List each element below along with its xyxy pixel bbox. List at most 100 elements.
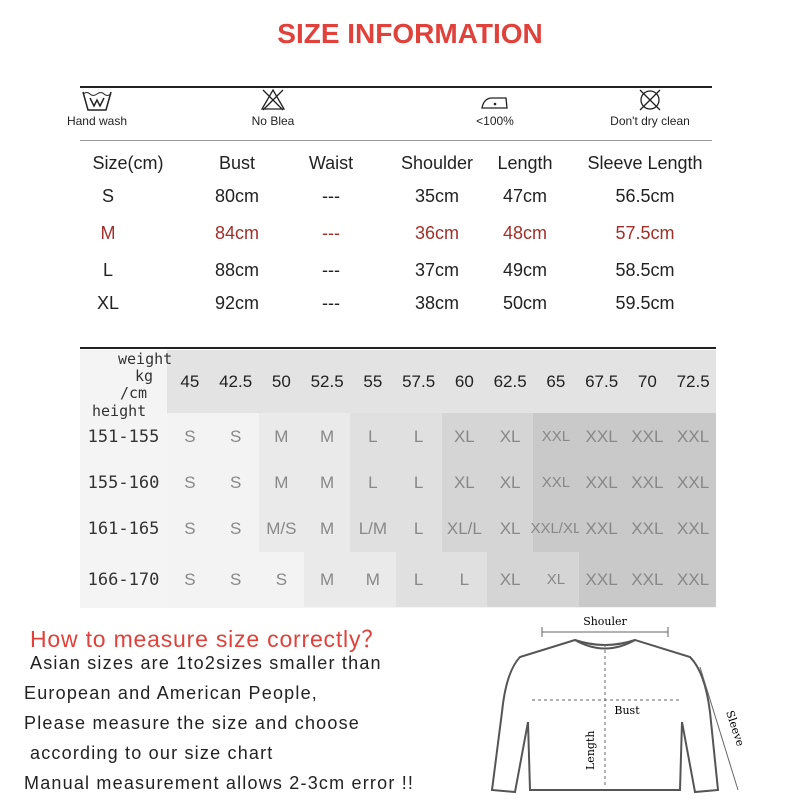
size-cell: XXL [624, 413, 671, 460]
size-cell: M [304, 552, 350, 607]
size-cell: XL [533, 552, 579, 607]
table-cell: 59.5cm [615, 293, 675, 313]
table-cell: --- [322, 223, 340, 243]
sleeve-label: Sleeve [723, 709, 747, 748]
column-header: Size(cm) [92, 153, 164, 173]
table-cell: 36cm [414, 223, 459, 243]
table-cell: --- [322, 186, 340, 206]
table-cell: 37cm [414, 260, 459, 280]
size-cell: M [350, 552, 396, 607]
column-header: Shoulder [400, 153, 474, 173]
howto-line: Please measure the size and choose [24, 713, 360, 733]
divider [80, 140, 712, 141]
size-cell: L [395, 552, 442, 607]
table-cell: 80cm [214, 186, 259, 206]
size-cell: L [441, 552, 488, 607]
size-cell: XXL [670, 552, 716, 607]
size-cell: S [258, 552, 305, 607]
care-no-bleach: No Blea [213, 88, 333, 128]
size-cell: L [395, 413, 442, 460]
table-cell: 49cm [502, 260, 547, 280]
care-label: No Blea [251, 114, 295, 128]
size-cell: M [258, 460, 305, 505]
height-label: 151-155 [87, 426, 160, 447]
weight-label: 52.5 [310, 371, 344, 391]
size-cell: S [167, 460, 213, 505]
iron-icon [481, 97, 508, 109]
divider [80, 86, 712, 88]
weight-label: 60 [454, 371, 474, 391]
table-cell: 84cm [214, 223, 259, 243]
size-cell: XXL/XL [530, 505, 581, 552]
howto-line: Manual measurement allows 2-3cm error !! [24, 773, 415, 793]
corner-label-cm: /cm [120, 384, 148, 402]
size-cell: L [350, 460, 396, 505]
care-no-dry-clean: Don't dry clean [590, 88, 710, 128]
weight-label: 57.5 [402, 371, 436, 391]
table-cell: --- [322, 293, 340, 313]
weight-label: 70 [637, 371, 657, 391]
size-cell: S [212, 413, 259, 460]
weight-label: 62.5 [493, 371, 527, 391]
column-header: Waist [308, 153, 354, 173]
size-cell: XXL [624, 460, 671, 505]
weight-label: 55 [363, 371, 383, 391]
size-cell: M [258, 413, 305, 460]
corner-label-height: height [92, 402, 147, 420]
height-label: 166-170 [87, 569, 160, 590]
hand-wash-icon [82, 91, 112, 111]
howto-line: Asian sizes are 1to2sizes smaller than [30, 653, 382, 673]
size-cell: XXL [533, 460, 579, 505]
size-cell: L/M [350, 505, 396, 552]
size-cell: S [212, 552, 259, 607]
size-cell: S [212, 460, 259, 505]
table-cell: 50cm [502, 293, 547, 313]
size-cell: XXL [670, 460, 716, 505]
height-label: 161-165 [87, 518, 160, 539]
corner-label-weight: weight [118, 350, 173, 368]
size-cell: L [395, 460, 442, 505]
table-cell: XL [96, 293, 120, 313]
table-cell: 58.5cm [615, 260, 675, 280]
size-cell: XL [487, 460, 533, 505]
size-cell: S [212, 505, 259, 552]
corner-label-kg: kg [135, 367, 154, 385]
weight-header-band [167, 350, 716, 413]
size-cell: XXL [578, 460, 625, 505]
height-label: 155-160 [87, 472, 160, 493]
divider [80, 347, 716, 349]
size-cell: XXL [578, 505, 625, 552]
table-cell: --- [322, 260, 340, 280]
no-dry-clean-icon [639, 89, 661, 111]
care-label: <100% [476, 114, 514, 128]
weight-label: 42.5 [219, 371, 253, 391]
table-cell: L [102, 260, 113, 280]
size-cell: XXL [670, 413, 716, 460]
height-weight-size-chart: 45 42.5 50 52.5 55 57.5 60 62.5 65 67.5 70 72.5 weig… [80, 350, 716, 608]
size-cell: XXL [624, 505, 671, 552]
care-label: Hand wash [66, 114, 128, 128]
size-cell: XL [487, 552, 533, 607]
table-cell: 47cm [502, 186, 547, 206]
size-cell: XL [441, 460, 488, 505]
size-cell: XXL [670, 505, 716, 552]
column-header: Sleeve Length [587, 153, 703, 173]
size-cell: XXL [578, 552, 625, 607]
howto-title: How to measure size correctly？ [30, 626, 386, 652]
size-cell: XL [487, 505, 533, 552]
table-cell: 38cm [414, 293, 459, 313]
bust-label: Bust [614, 704, 640, 717]
size-cell: S [167, 413, 213, 460]
size-cell: M [304, 460, 350, 505]
care-iron: <100% [435, 88, 555, 128]
size-cell: XL [487, 413, 533, 460]
care-hand-wash: Hand wash [37, 88, 157, 128]
weight-label: 72.5 [676, 371, 710, 391]
length-label: Length [584, 731, 597, 770]
size-cell: L [350, 413, 396, 460]
table-cell: 92cm [214, 293, 259, 313]
table-cell: S [101, 186, 114, 206]
weight-label: 65 [546, 371, 566, 391]
size-cell: XL [441, 413, 488, 460]
weight-label: 45 [180, 371, 200, 391]
